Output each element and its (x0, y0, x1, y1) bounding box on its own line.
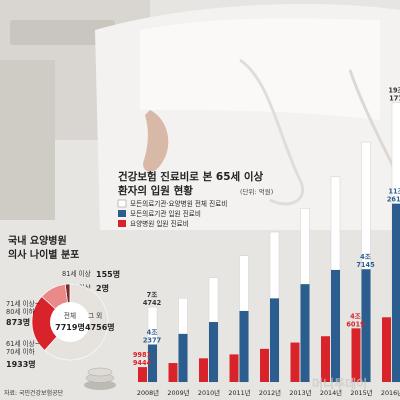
x-tick-label: 2014년 (320, 388, 342, 397)
data-label-inpatient: 4조 (360, 253, 371, 261)
bar-inpatient (178, 333, 188, 382)
pie-value-others: 4756명 (85, 322, 115, 332)
chart-title-line1: 건강보험 진료비로 본 65세 이상 (118, 170, 263, 183)
pie-label-71-80-b: 80세 이하 (6, 307, 35, 316)
bar-inpatient (209, 322, 218, 382)
pie-value-71-80: 873명 (6, 317, 30, 327)
data-label-inpatient: 11조 (388, 188, 400, 196)
data-label-inpatient: 2377 (143, 336, 162, 344)
x-tick-label: 2008년 (137, 388, 159, 397)
legend-label-total: 모든의료기관·요양병원 전체 진료비 (130, 199, 227, 208)
data-label-total: 4742 (143, 299, 162, 307)
bar-nursing (321, 336, 330, 382)
bar-inpatient (361, 269, 371, 382)
bar-nursing (290, 342, 300, 382)
data-label-nursing: 9444 (133, 359, 152, 367)
data-labels: 7조47424조2377998194444조71454조601919조17711… (133, 87, 400, 367)
bar-group (138, 102, 400, 383)
bar-nursing (351, 328, 361, 382)
hand-icon (143, 110, 169, 172)
pie-center-label: 전체 (64, 311, 76, 320)
data-label-total: 7조 (147, 291, 158, 299)
data-label-inpatient: 4조 (147, 328, 158, 336)
legend-label-inpatient: 모든의료기관 입원 진료비 (130, 209, 201, 218)
bar-nursing (199, 358, 208, 382)
data-label-nursing: 9981 (133, 351, 152, 359)
data-label-nursing: 6019 (346, 320, 365, 328)
pie-value-90plus: 2명 (96, 283, 109, 293)
x-tick-label: 2010년 (198, 388, 220, 397)
chart-title-line2: 환자의 입원 현황 (118, 184, 193, 197)
pie-label-81plus: 81세 이상 (62, 269, 91, 278)
legend-swatch-nursing (118, 220, 126, 227)
coins-icon (84, 367, 116, 390)
data-label-total: 177 (389, 95, 400, 103)
bar-nursing (382, 317, 391, 382)
x-tick-label: 2015년 (350, 388, 372, 397)
data-label-inpatient: 7145 (356, 261, 375, 269)
pie-value-61-70: 1933명 (6, 359, 36, 369)
pie-value-81plus: 155명 (96, 269, 120, 279)
source-note: 자료: 국민건강보험공단 (4, 389, 64, 397)
x-tick-label: 2012년 (259, 388, 281, 397)
legend-swatch-total (117, 199, 127, 208)
pie-center-hole (50, 302, 90, 342)
watermark: 머니투데이 (312, 376, 367, 391)
chart-legend: 모든의료기관·요양병원 전체 진료비 모든의료기관 입원 진료비 요양병원 입원… (117, 199, 227, 228)
legend-swatch-inpatient (118, 210, 126, 217)
bar-inpatient (392, 203, 400, 382)
bar-inpatient (239, 310, 249, 382)
pie-center-value: 7719명 (55, 322, 85, 332)
x-tick-label: 2016년 (381, 388, 400, 397)
bar-inpatient (331, 269, 340, 382)
chart-unit: (단위: 억원) (240, 187, 273, 196)
data-label-inpatient: 2616 (387, 196, 400, 204)
pie-label-61-70-b: 70세 이하 (6, 347, 35, 356)
bar-nursing (168, 363, 178, 382)
x-tick-label: 2011년 (228, 388, 250, 397)
bar-inpatient (148, 344, 157, 382)
bar-chart: 건강보험 진료비로 본 65세 이상 환자의 입원 현황 (단위: 억원) 모든… (117, 87, 400, 397)
legend-label-nursing: 요양병원 입원 진료비 (130, 219, 189, 228)
pie-label-others: 그 외 (88, 312, 102, 320)
pie-title-line2: 의사 나이별 분포 (8, 248, 79, 261)
x-tick-label: 2009년 (167, 388, 189, 397)
pie-label-61-70-a: 61세 이상~ (6, 339, 40, 348)
pie-chart-panel: 국내 요양병원 의사 나이별 분포 81세 이상 155명 90세 이상 2명 … (4, 234, 120, 397)
x-tick-label: 2013년 (289, 388, 311, 397)
bar-inpatient (270, 298, 279, 382)
pie-title-line1: 국내 요양병원 (8, 234, 67, 247)
bar-nursing (138, 367, 147, 382)
x-axis-labels: 2008년 2009년 2010년 2011년 2012년 2013년 2014년 2015년… (137, 388, 400, 397)
pie-label-71-80-a: 71세 이상~ (6, 299, 40, 308)
bar-nursing (260, 348, 269, 382)
bar-inpatient (300, 284, 310, 382)
bar-nursing (229, 354, 239, 382)
data-label-total: 19조 (388, 87, 400, 95)
data-label-nursing: 4조 (350, 312, 361, 320)
